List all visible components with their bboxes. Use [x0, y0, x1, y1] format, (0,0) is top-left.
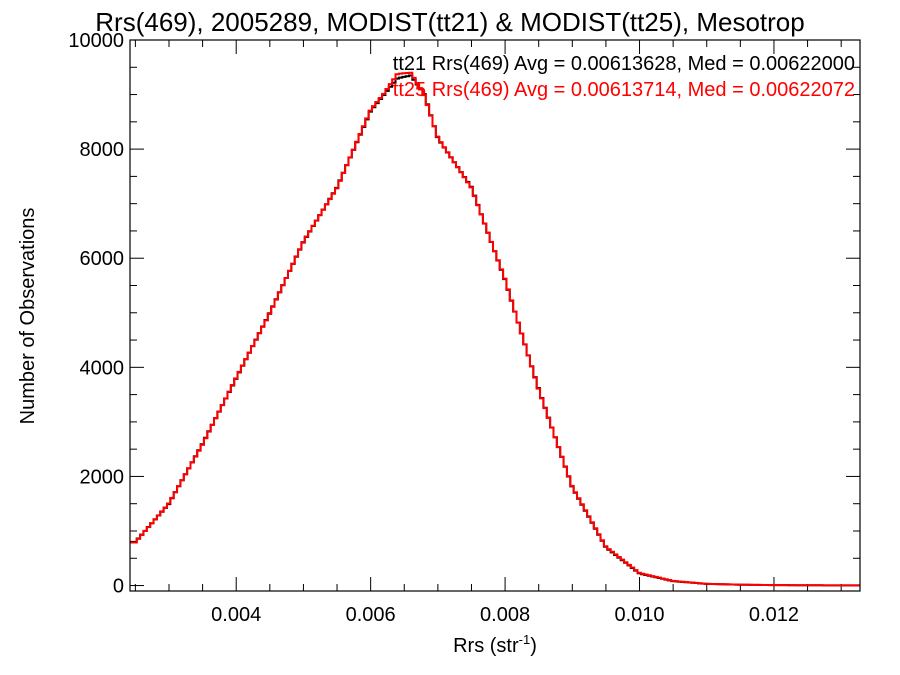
y-tick-label: 8000 — [80, 139, 125, 161]
series-1-step-line — [130, 74, 860, 587]
axis-ticks: 0.004 0.006 0.008 0.010 0.012 0 2000 4000 6000 80… — [68, 30, 860, 626]
data-series-layer — [130, 71, 860, 587]
x-tick-label: 0.012 — [749, 604, 799, 626]
x-tick-label: 0.006 — [346, 604, 396, 626]
y-tick-label: 0 — [113, 576, 124, 598]
x-axis-title-main: Rrs (str — [453, 635, 519, 657]
x-tick-label: 0.008 — [480, 604, 530, 626]
stats-annotation-1: tt21 Rrs(469) Avg = 0.00613628, Med = 0.… — [393, 53, 855, 75]
plot-frame — [129, 39, 861, 592]
x-tick-label: 0.010 — [614, 604, 664, 626]
y-tick-label: 6000 — [80, 248, 125, 270]
series-2-step-line — [130, 71, 860, 587]
y-tick-label: 10000 — [68, 30, 124, 52]
x-axis-title: Rrs (str-1) — [453, 632, 537, 657]
y-tick-label: 4000 — [80, 357, 125, 379]
statistics-annotations: tt21 Rrs(469) Avg = 0.00613628, Med = 0.… — [393, 53, 855, 101]
x-axis-title-close: ) — [530, 635, 537, 657]
y-axis-title: Number of Observations — [17, 208, 39, 425]
y-tick-label: 2000 — [80, 466, 125, 488]
chart-title: Rrs(469), 2005289, MODIST(tt21) & MODIST… — [95, 7, 804, 37]
stats-annotation-2: tt25 Rrs(469) Avg = 0.00613714, Med = 0.… — [393, 79, 855, 101]
x-tick-label: 0.004 — [211, 604, 261, 626]
x-axis-title-superscript: -1 — [519, 632, 531, 647]
